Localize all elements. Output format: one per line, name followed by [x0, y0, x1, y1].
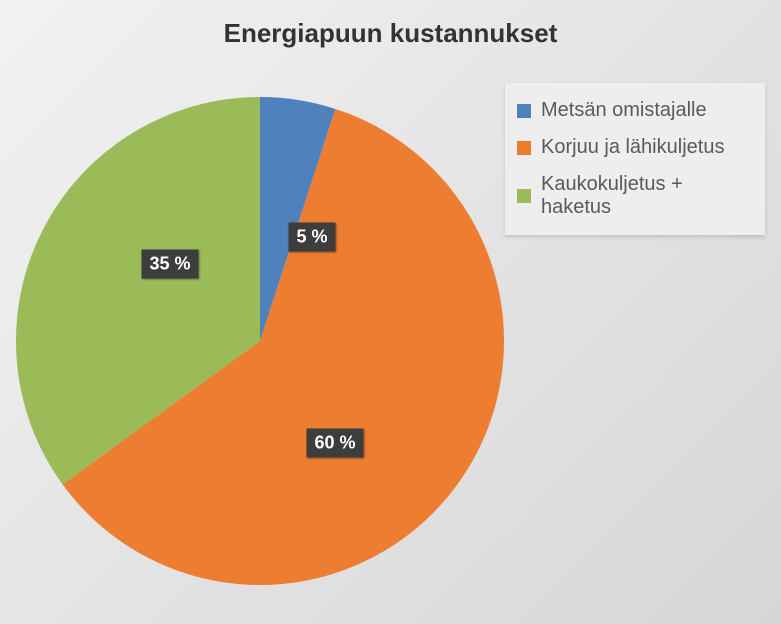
- legend: Metsän omistajalle Korjuu ja lähikuljetu…: [505, 83, 765, 235]
- pie-data-label: 35 %: [141, 250, 198, 279]
- legend-swatch: [517, 104, 531, 118]
- pie-data-label: 60 %: [306, 429, 363, 458]
- legend-label: Korjuu ja lähikuljetus: [541, 136, 724, 159]
- pie-chart: [16, 97, 504, 590]
- legend-label: Metsän omistajalle: [541, 99, 707, 122]
- chart-title: Energiapuun kustannukset: [0, 18, 781, 49]
- legend-item: Metsän omistajalle: [517, 99, 755, 122]
- pie-data-label: 5 %: [288, 223, 335, 252]
- legend-item: Kaukokuljetus + haketus: [517, 173, 755, 219]
- legend-item: Korjuu ja lähikuljetus: [517, 136, 755, 159]
- legend-swatch: [517, 141, 531, 155]
- legend-swatch: [517, 189, 531, 203]
- legend-label: Kaukokuljetus + haketus: [541, 173, 755, 219]
